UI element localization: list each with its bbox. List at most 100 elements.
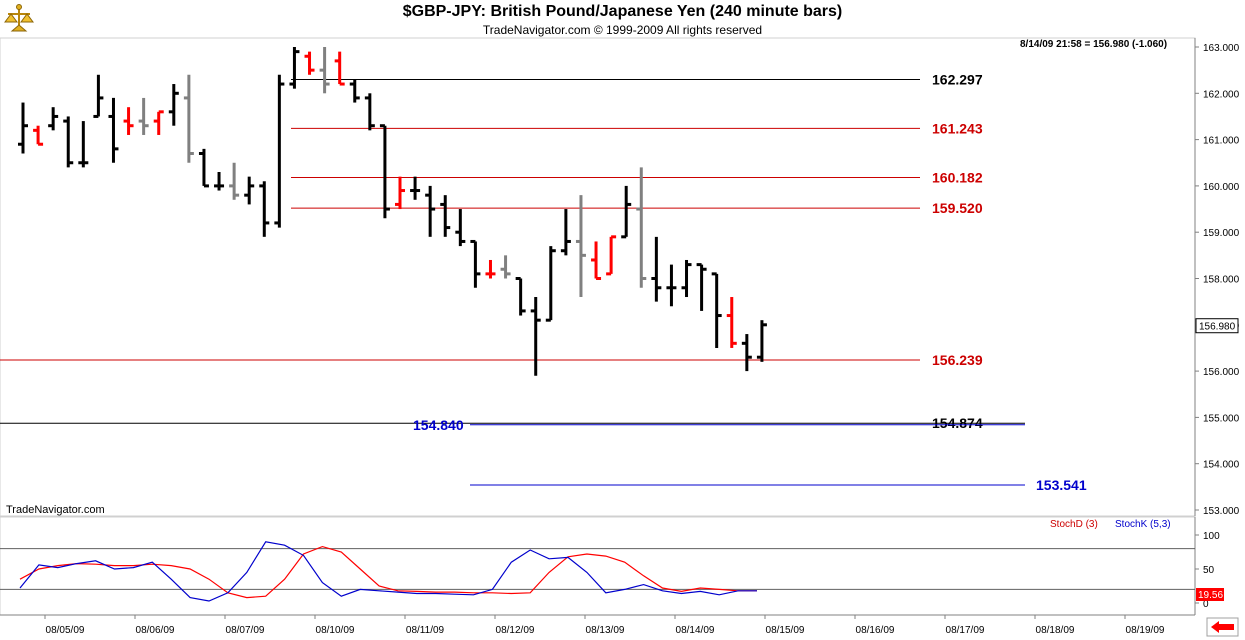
stochastic-lines [19, 541, 757, 602]
ohlc-bar [515, 277, 526, 316]
ohlc-bar [681, 259, 692, 298]
ohlc-bar [289, 47, 300, 89]
time-tick-label: 08/10/09 [316, 625, 355, 636]
ohlc-bar [741, 334, 752, 372]
ohlc-bar [123, 107, 134, 135]
price-tick-label: 158.000 [1203, 275, 1240, 286]
price-tick-label: 163.000 [1203, 43, 1240, 54]
ohlc-bar [756, 320, 767, 362]
ohlc-bar [560, 209, 571, 256]
ohlc-bar [485, 259, 496, 279]
stochastic-series-line [19, 541, 757, 602]
ohlc-bar [229, 162, 240, 200]
price-tick-label: 156.000 [1203, 367, 1240, 378]
ohlc-bar [259, 181, 270, 237]
ohlc-bar [470, 239, 481, 288]
ohlc-bar [530, 297, 541, 376]
legend-stochk: StochK (5,3) [1115, 519, 1171, 530]
price-pane: 163.000 162.000 161.000 160.000 159.000 158.0… [0, 37, 1245, 517]
ohlc-bar [621, 185, 632, 239]
price-level-label: 161.243 [932, 120, 983, 136]
ohlc-bar [606, 235, 617, 276]
price-tick-label: 161.000 [1203, 136, 1240, 147]
time-tick-label: 08/06/09 [136, 625, 175, 636]
price-tick-label: 155.000 [1203, 413, 1240, 424]
copyright-notice: TradeNavigator.com © 1999-2009 All right… [482, 23, 763, 37]
ohlc-bar [334, 51, 345, 86]
ohlc-bar [395, 176, 405, 210]
stochastic-last-value-box [1196, 588, 1224, 601]
status-line: 8/14/09 21:58 = 156.980 (-1.060) [1020, 39, 1167, 50]
ohlc-bar [425, 185, 436, 237]
time-tick-label: 08/15/09 [766, 625, 805, 636]
price-tick-label: 153.000 [1203, 506, 1240, 517]
price-levels: 162.297 161.243 160.182 159.520 156.239 154.8… [0, 72, 1087, 493]
trade-navigator-logo-icon [4, 4, 34, 32]
ohlc-bar [274, 74, 285, 228]
price-tick-label: 159.000 [1203, 228, 1240, 239]
last-price-label: 156.980 [1199, 322, 1236, 333]
time-axis: 08/05/09 08/06/09 08/07/09 08/10/09 08/11/09… [0, 614, 1245, 640]
price-axis-strip [1195, 38, 1245, 516]
stochastic-tick-label: 100 [1203, 531, 1220, 542]
stochastic-tick-label: 0 [1203, 599, 1209, 610]
price-tick-label: 154.000 [1203, 460, 1240, 471]
ohlc-bar [168, 84, 179, 126]
ohlc-bar [198, 148, 209, 188]
ohlc-bar [108, 97, 119, 163]
time-tick-label: 08/19/09 [1126, 625, 1165, 636]
ohlc-bar [153, 110, 164, 135]
price-level-label: 154.874 [932, 415, 983, 431]
ohlc-bar [93, 74, 104, 118]
ohlc-bar [18, 102, 28, 154]
ohlc-bar [500, 255, 511, 279]
price-level-label: 154.840 [413, 417, 464, 433]
ohlc-bar [304, 51, 315, 75]
ohlc-bar [349, 79, 360, 103]
last-price-box [1195, 318, 1239, 334]
legend-stochd: StochD (3) [1050, 519, 1098, 530]
stochastic-pane-frame [0, 516, 1196, 616]
ohlc-bar [319, 47, 330, 94]
ohlc-bar [78, 121, 89, 168]
price-level-label: 160.182 [932, 169, 983, 185]
time-axis-strip [0, 615, 1245, 640]
ohlc-bar [33, 125, 44, 146]
price-level-label: 159.520 [932, 200, 983, 216]
ohlc-bar [410, 176, 421, 200]
ohlc-bar [666, 264, 677, 307]
stochastic-axis: 100 50 0 [0, 531, 1220, 610]
stochastic-tick-label: 50 [1203, 565, 1215, 576]
ohlc-bar [138, 97, 149, 135]
ohlc-bar [379, 124, 390, 219]
ohlc-bar [48, 107, 59, 131]
ohlc-bar [651, 236, 662, 302]
price-level-label: 156.239 [932, 352, 983, 368]
time-tick-label: 08/12/09 [496, 625, 535, 636]
ohlc-bar [545, 246, 556, 322]
watermark: TradeNavigator.com [6, 504, 105, 516]
left-arrow-icon[interactable] [1211, 621, 1234, 633]
ohlc-bar [636, 167, 647, 288]
price-tick-label: 162.000 [1203, 89, 1240, 100]
ohlc-bar [440, 195, 451, 237]
ohlc-bar [63, 116, 74, 168]
ohlc-bar [364, 93, 375, 131]
time-tick-label: 08/13/09 [586, 625, 625, 636]
ohlc-bar [591, 241, 602, 280]
ohlc-bar [214, 172, 225, 191]
time-tick-label: 08/16/09 [856, 625, 895, 636]
time-tick-label: 08/18/09 [1036, 625, 1075, 636]
ohlc-bar [183, 74, 194, 163]
time-axis-ticks: 08/05/09 08/06/09 08/07/09 08/10/09 08/11/09… [44, 615, 1165, 636]
ohlc-bars [18, 47, 767, 376]
time-tick-label: 08/14/09 [676, 625, 715, 636]
price-tick-label: 160.000 [1203, 182, 1240, 193]
scroll-left-button[interactable] [1206, 617, 1239, 637]
time-tick-label: 08/07/09 [226, 625, 265, 636]
ohlc-bar [575, 195, 586, 298]
ohlc-bar [244, 176, 255, 205]
ohlc-bar [711, 272, 722, 348]
price-level-label: 153.541 [1036, 477, 1087, 493]
